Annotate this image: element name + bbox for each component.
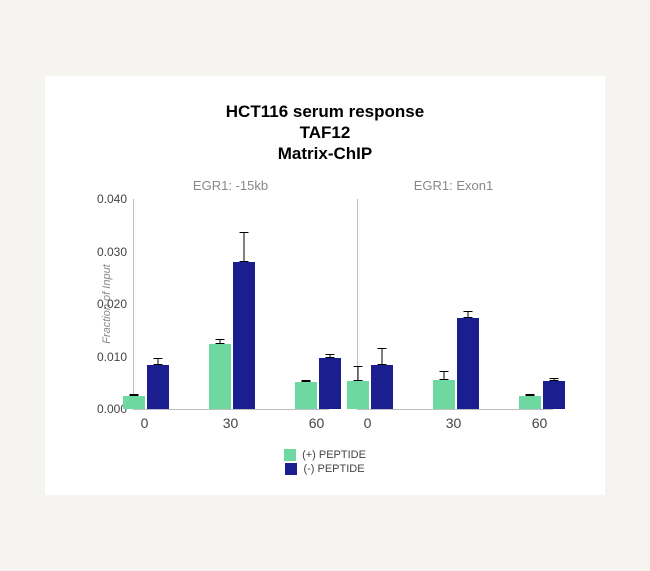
bar-minus xyxy=(371,365,393,410)
legend-swatch-minus xyxy=(285,463,297,475)
bar-group xyxy=(519,381,565,410)
bar-plus xyxy=(209,344,231,410)
error-bar xyxy=(553,378,554,380)
plot-area: Fraction of Input 0.0000.0100.0200.0300.… xyxy=(75,199,575,409)
legend-row-plus: (+) PEPTIDE xyxy=(284,449,366,461)
title-line-2: TAF12 xyxy=(75,122,575,143)
panel-subtitles: EGR1: -15kb EGR1: Exon1 xyxy=(75,178,633,193)
title-line-3: Matrix-ChIP xyxy=(75,143,575,164)
error-bar xyxy=(305,380,306,382)
bar-group xyxy=(433,318,479,410)
error-bar xyxy=(467,311,468,317)
x-tick: 60 xyxy=(309,415,325,431)
title-line-1: HCT116 serum response xyxy=(75,101,575,122)
bar-group xyxy=(347,365,393,410)
bar-plus xyxy=(519,396,541,409)
x-tick: 30 xyxy=(223,415,239,431)
x-tick-panel: 0 30 60 xyxy=(356,415,551,435)
error-bar xyxy=(357,366,358,381)
panel-subtitle: EGR1: -15kb xyxy=(133,178,328,193)
x-tick-panel: 0 30 60 xyxy=(133,415,328,435)
y-tick: 0.030 xyxy=(87,245,127,259)
bar-group xyxy=(123,365,169,410)
bar-group xyxy=(295,358,341,409)
error-bar xyxy=(243,232,244,262)
panel-subtitle: EGR1: Exon1 xyxy=(356,178,551,193)
legend-label-minus: (-) PEPTIDE xyxy=(303,463,364,475)
y-tick: 0.040 xyxy=(87,192,127,206)
bar-minus xyxy=(457,318,479,410)
x-tick: 60 xyxy=(532,415,548,431)
bar-group xyxy=(209,262,255,409)
bar-plus xyxy=(123,396,145,409)
bar-minus xyxy=(147,365,169,410)
chart-panel xyxy=(133,199,329,410)
chart-title: HCT116 serum response TAF12 Matrix-ChIP xyxy=(75,101,575,165)
legend: (+) PEPTIDE (-) PEPTIDE xyxy=(75,449,575,475)
bar-plus xyxy=(347,381,369,410)
legend-row-minus: (-) PEPTIDE xyxy=(285,463,364,475)
error-bar xyxy=(381,348,382,365)
error-bar xyxy=(329,354,330,358)
y-tick: 0.000 xyxy=(87,402,127,416)
legend-label-plus: (+) PEPTIDE xyxy=(302,449,366,461)
y-tick: 0.020 xyxy=(87,297,127,311)
x-axis-ticks: 0 30 60 0 30 60 xyxy=(75,415,575,435)
x-tick: 30 xyxy=(446,415,462,431)
error-bar xyxy=(529,394,530,397)
bar-minus xyxy=(233,262,255,409)
chip-bar-chart: HCT116 serum response TAF12 Matrix-ChIP … xyxy=(45,76,605,496)
y-tick: 0.010 xyxy=(87,350,127,364)
bar-minus xyxy=(319,358,341,409)
x-tick: 0 xyxy=(364,415,372,431)
error-bar xyxy=(133,394,134,397)
bar-plus xyxy=(433,380,455,409)
legend-swatch-plus xyxy=(284,449,296,461)
bar-plus xyxy=(295,382,317,409)
x-tick: 0 xyxy=(141,415,149,431)
chart-panel xyxy=(357,199,553,410)
error-bar xyxy=(157,358,158,364)
error-bar xyxy=(219,339,220,344)
error-bar xyxy=(443,371,444,380)
bar-minus xyxy=(543,381,565,410)
